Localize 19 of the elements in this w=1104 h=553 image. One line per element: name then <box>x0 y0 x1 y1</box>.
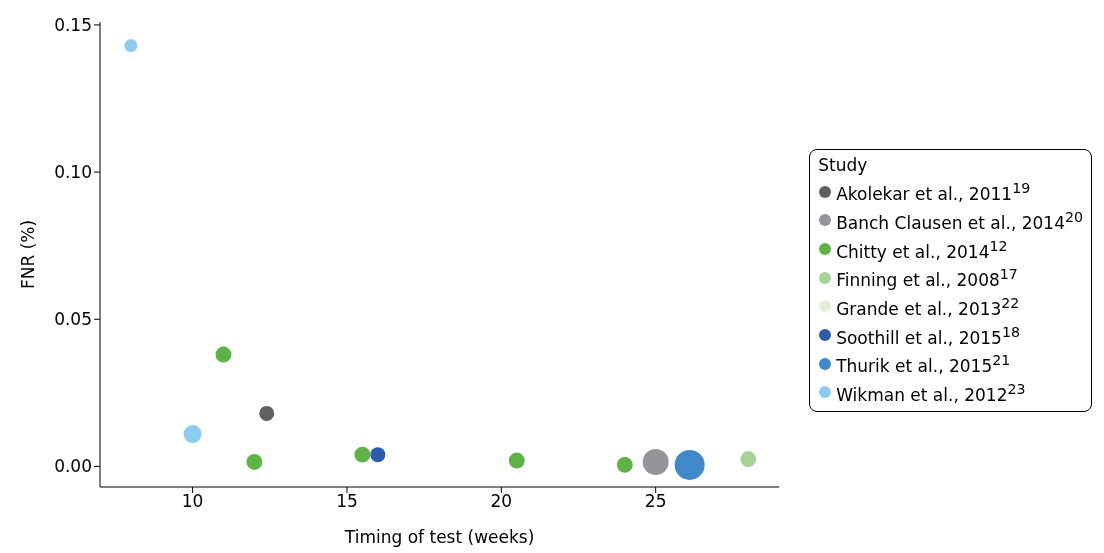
legend-label: Wikman et al., 2012$^{23}$ <box>836 379 1026 407</box>
legend-label: Soothill et al., 2015$^{18}$ <box>836 322 1020 350</box>
x-tick-label: 20 <box>490 491 513 512</box>
legend-label: Thurik et al., 2015$^{21}$ <box>836 351 1011 378</box>
y-tick-label: 0.10 <box>54 162 92 183</box>
legend-label: Chitty et al., 2014$^{12}$ <box>836 236 1008 264</box>
y-tick-label: 0.15 <box>54 14 92 35</box>
x-tick-label: 10 <box>181 491 204 512</box>
legend-label: Banch Clausen et al., 2014$^{20}$ <box>836 208 1083 235</box>
y-tick-label: 0.05 <box>54 309 92 330</box>
legend-label: Finning et al., 2008$^{17}$ <box>836 265 1018 292</box>
y-axis-title: FNR (%) <box>18 219 39 290</box>
legend-title: Study <box>818 154 869 178</box>
x-tick-label: 15 <box>336 491 358 512</box>
x-axis-title: Timing of test (weeks) <box>343 527 535 547</box>
legend-label: Grande et al., 2013$^{22}$ <box>836 294 1020 321</box>
legend-label: Akolekar et al., 2011$^{19}$ <box>836 179 1031 207</box>
y-tick-label: 0.00 <box>54 456 92 477</box>
x-tick-label: 25 <box>644 491 667 512</box>
